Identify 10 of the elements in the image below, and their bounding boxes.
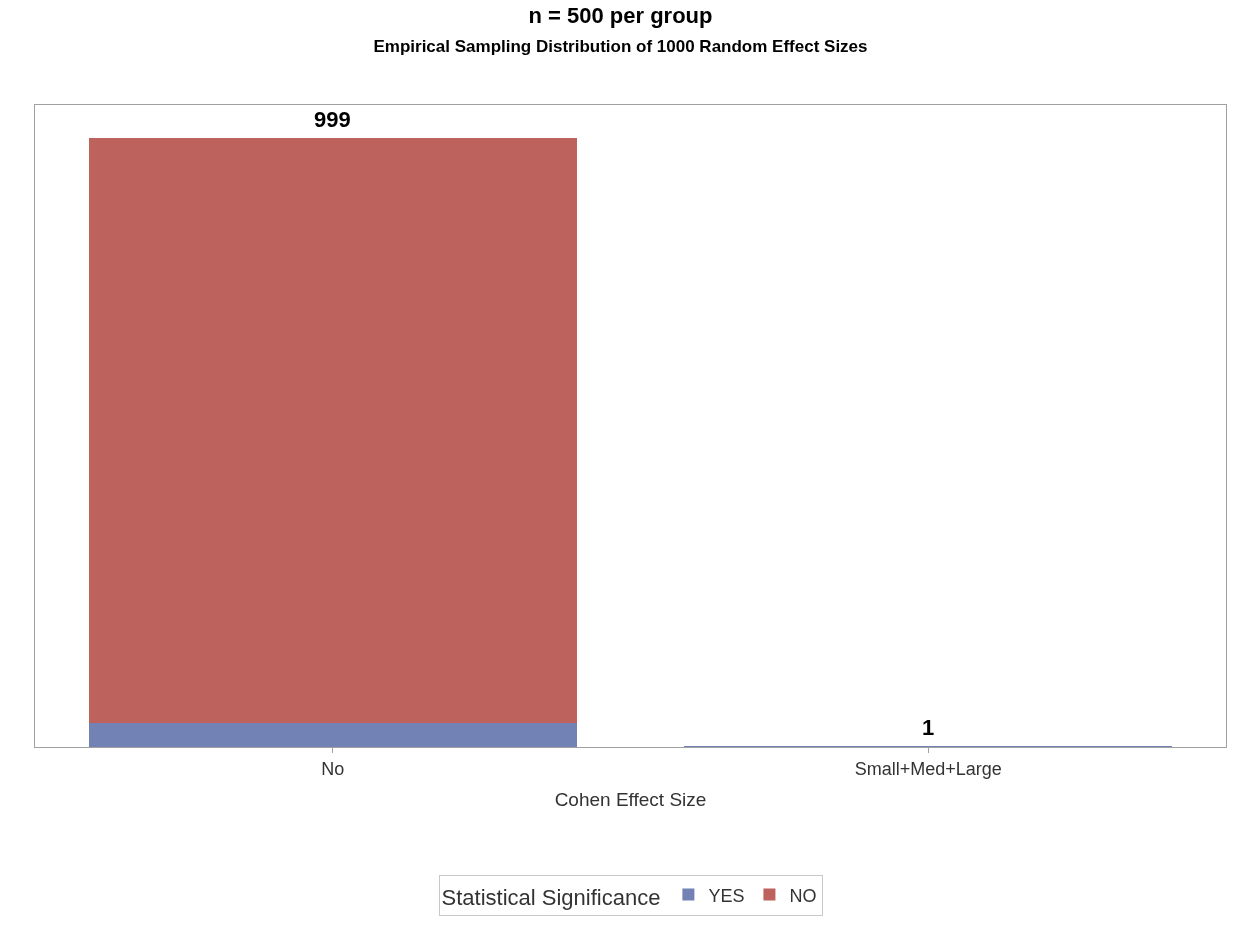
x-axis-title: Cohen Effect Size [554,789,707,811]
x-tick-label: No [321,758,345,779]
legend-label: NO [789,885,817,906]
legend-title: Statistical Significance [441,885,661,910]
legend-label: YES [708,885,745,906]
chart-title: n = 500 per group [528,3,713,29]
total-label: 1 [922,715,935,740]
x-tick-label: Small+Med+Large [854,758,1002,779]
chart-subtitle: Empirical Sampling Distribution of 1000 Random Effect Sizes [373,36,868,56]
total-label: 999 [314,107,351,132]
